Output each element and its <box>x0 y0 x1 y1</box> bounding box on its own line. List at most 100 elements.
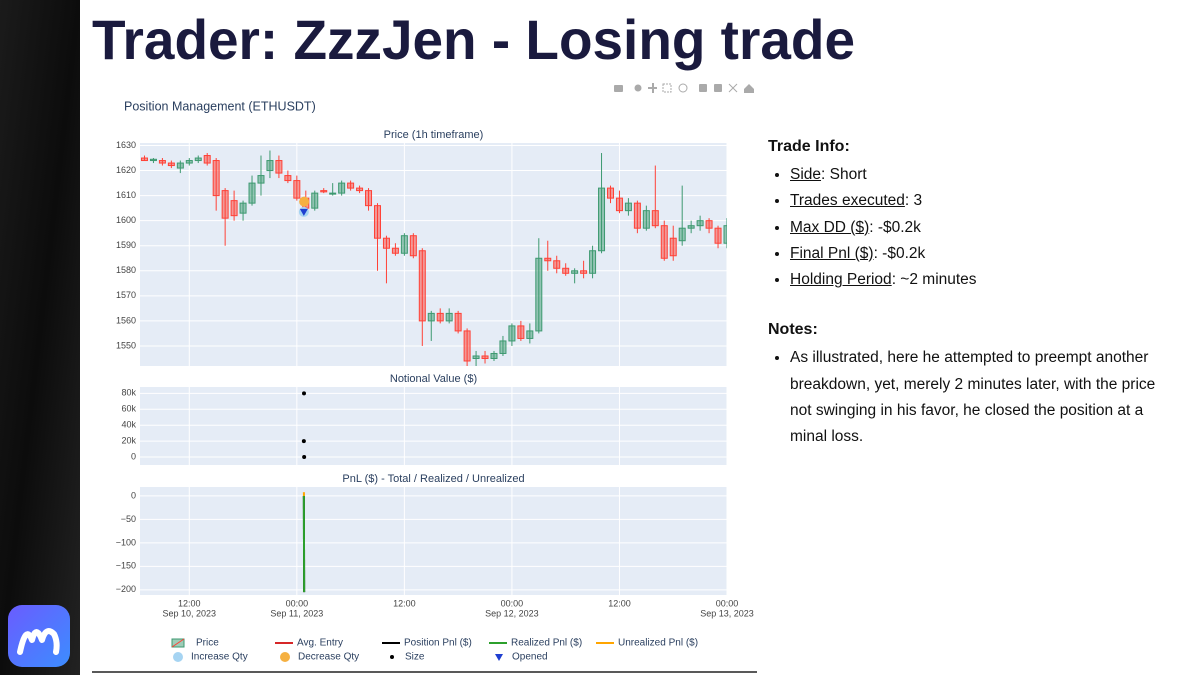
legend-item: Price <box>171 638 219 649</box>
candle-body <box>311 192 319 209</box>
candle-body <box>194 157 202 162</box>
legend-item: Increase Qty <box>173 652 248 663</box>
candle-body <box>454 312 462 332</box>
candle-body <box>248 182 256 204</box>
figure-title: Position Management (ETHUSDT) <box>124 99 316 113</box>
legend-swatch <box>171 638 185 648</box>
candle-body <box>257 175 265 184</box>
candle <box>391 243 399 256</box>
candle-body <box>230 200 238 217</box>
legend-label: Opened <box>512 652 548 663</box>
candle-body <box>167 162 175 167</box>
legend-swatch <box>173 652 183 662</box>
candle <box>678 185 686 246</box>
marker <box>299 208 308 216</box>
candle-body <box>158 160 166 164</box>
candle-body <box>544 257 552 262</box>
candle-body <box>338 182 346 194</box>
y-tick-label: 1590 <box>116 240 136 250</box>
marker <box>301 439 306 444</box>
candle-body <box>517 325 525 339</box>
candle <box>472 350 480 366</box>
candle <box>382 235 390 284</box>
y-tick-label: 20k <box>121 435 136 445</box>
candle <box>365 188 373 211</box>
candle-body <box>365 190 373 207</box>
marker <box>302 391 307 396</box>
legend-item: Decrease Qty <box>280 652 359 663</box>
candle-body <box>696 220 704 227</box>
candle <box>373 203 381 271</box>
marker <box>302 455 307 460</box>
candle <box>266 150 274 179</box>
y-tick-label: 1620 <box>116 165 136 175</box>
candle <box>526 323 534 344</box>
legend-label: Realized Pnl ($) <box>511 638 582 649</box>
candle-body <box>490 352 498 359</box>
note-item: As illustrated, here he attempted to pre… <box>790 345 1162 450</box>
candle <box>140 155 148 162</box>
candle-body <box>293 180 301 199</box>
candle <box>356 185 364 194</box>
trade-info-item: Side: Short <box>790 162 1168 188</box>
candle-body <box>391 247 399 254</box>
subplot-title: PnL ($) - Total / Realized / Unrealized <box>342 473 524 485</box>
candle <box>642 205 650 231</box>
notes-list: As illustrated, here he attempted to pre… <box>768 345 1162 450</box>
trade-info-item: Trades executed: 3 <box>790 188 1168 214</box>
candle <box>248 175 256 206</box>
y-tick-label: 1580 <box>116 265 136 275</box>
y-tick-label: 1570 <box>116 290 136 300</box>
legend-label: Increase Qty <box>191 652 248 663</box>
candle <box>418 248 426 346</box>
candle <box>687 220 695 234</box>
candle <box>239 200 247 221</box>
y-tick-label: 60k <box>121 404 136 414</box>
candle-body <box>239 202 247 214</box>
y-tick-label: 1560 <box>116 315 136 325</box>
candle <box>481 350 489 364</box>
candle <box>660 220 668 261</box>
x-tick-label: 00:00 <box>501 598 524 608</box>
candle <box>149 158 157 164</box>
candle-body <box>382 237 390 249</box>
legend-label: Size <box>405 652 425 663</box>
modebar <box>614 83 754 93</box>
subplot-title: Price (1h timeframe) <box>384 129 484 141</box>
legend-item: Realized Pnl ($) <box>489 638 582 649</box>
y-tick-label: 1550 <box>116 340 136 350</box>
x-tick-label: Sep 11, 2023 <box>270 608 323 618</box>
candle <box>427 310 435 341</box>
x-tick-label: Sep 12, 2023 <box>485 608 539 618</box>
candle <box>445 308 453 324</box>
candle <box>499 335 507 356</box>
trade-info-list: Side: ShortTrades executed: 3Max DD ($):… <box>768 162 1168 293</box>
legend-swatch <box>495 654 503 661</box>
candle-body <box>580 270 588 274</box>
legend-swatch <box>390 655 394 659</box>
side-panel: Trade Info: Side: ShortTrades executed: … <box>768 136 1168 451</box>
y-tick-label: 1600 <box>116 215 136 225</box>
candle-body <box>481 355 489 359</box>
candle-body <box>687 225 695 229</box>
trade-info: Trade Info: Side: ShortTrades executed: … <box>768 136 1168 293</box>
candle-body <box>320 190 328 193</box>
x-tick-label: 12:00 <box>608 598 631 608</box>
candle <box>562 263 570 276</box>
candle <box>463 328 471 366</box>
candle-body <box>705 220 713 229</box>
candle <box>589 245 597 279</box>
candle <box>436 308 444 324</box>
candle <box>275 155 283 179</box>
candle <box>409 233 417 259</box>
candle-body <box>723 225 727 244</box>
candle-body <box>589 250 597 274</box>
candle-body <box>266 160 274 172</box>
plot-area <box>140 387 727 465</box>
trade-info-item: Holding Period: ~2 minutes <box>790 267 1168 293</box>
item-text: : 3 <box>904 192 923 210</box>
candle <box>257 155 265 196</box>
candle <box>535 238 543 334</box>
